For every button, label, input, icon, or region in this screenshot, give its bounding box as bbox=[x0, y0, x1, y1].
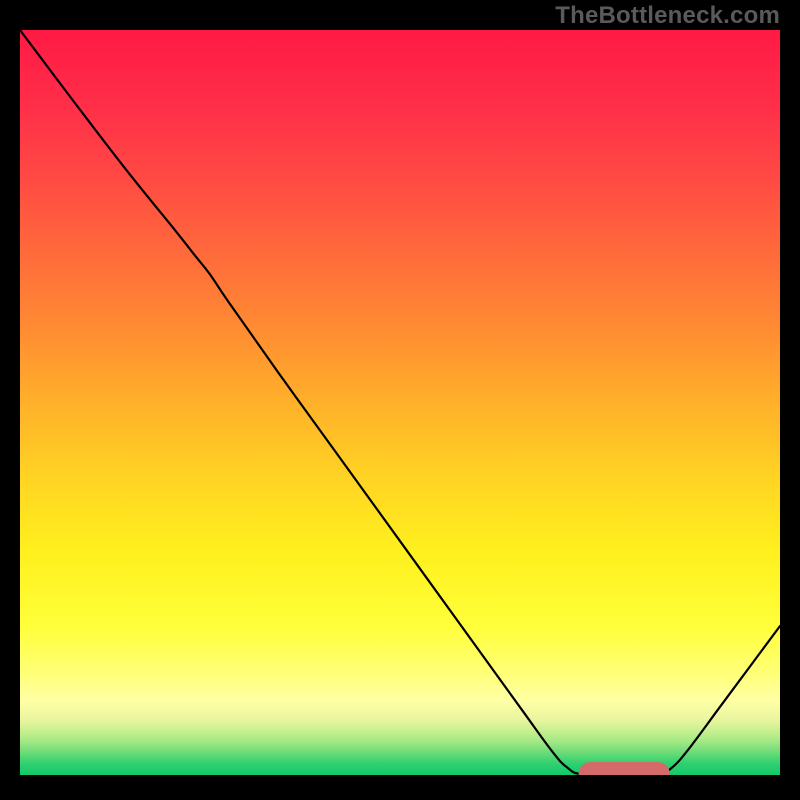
chart-svg bbox=[20, 30, 780, 775]
watermark-text: TheBottleneck.com bbox=[555, 2, 780, 30]
optimal-range-marker bbox=[579, 762, 670, 775]
gradient-background bbox=[20, 30, 780, 775]
chart-canvas: TheBottleneck.com bbox=[0, 0, 800, 800]
plot-area bbox=[20, 30, 780, 775]
